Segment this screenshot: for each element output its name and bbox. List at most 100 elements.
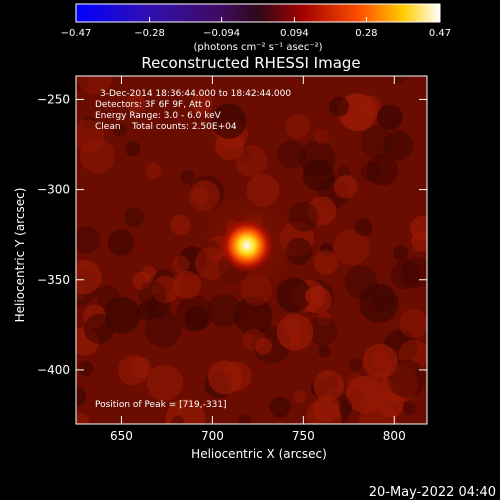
texture-blob bbox=[289, 332, 302, 346]
texture-blob bbox=[125, 140, 141, 157]
texture-blob bbox=[402, 401, 416, 416]
texture-blob bbox=[151, 275, 180, 304]
texture-blob bbox=[386, 359, 426, 399]
texture-blob bbox=[76, 119, 105, 153]
y-tick-label: −350 bbox=[37, 273, 70, 287]
texture-blob bbox=[276, 313, 314, 351]
texture-blob bbox=[208, 360, 243, 395]
texture-blob bbox=[172, 270, 202, 299]
x-tick-label: 700 bbox=[201, 429, 224, 443]
texture-blob bbox=[285, 113, 311, 139]
texture-blob bbox=[180, 169, 195, 184]
texture-blob bbox=[78, 360, 94, 377]
annotation-energy-range: Energy Range: 3.0 - 6.0 keV bbox=[95, 111, 222, 121]
texture-blob bbox=[318, 345, 331, 358]
texture-blob bbox=[284, 318, 302, 336]
texture-blob bbox=[361, 126, 394, 159]
texture-blob bbox=[165, 399, 206, 424]
texture-blob bbox=[138, 281, 167, 310]
texture-blob bbox=[399, 309, 427, 339]
annotation-time-range: 3-Dec-2014 18:36:44.000 to 18:42:44.000 bbox=[100, 89, 291, 99]
texture-blob bbox=[367, 154, 399, 186]
texture-blob bbox=[76, 76, 113, 95]
texture-blob bbox=[377, 104, 403, 131]
texture-blob bbox=[378, 392, 404, 418]
texture-blob bbox=[346, 375, 384, 414]
texture-blob bbox=[234, 296, 273, 335]
texture-blob bbox=[383, 130, 414, 161]
texture-blob bbox=[360, 161, 382, 182]
colorbar bbox=[75, 3, 441, 23]
texture-blob bbox=[191, 187, 210, 205]
x-axis-label: Heliocentric X (arcsec) bbox=[191, 447, 327, 461]
texture-blob bbox=[400, 257, 427, 289]
texture-blob bbox=[172, 255, 190, 274]
texture-blob bbox=[108, 229, 135, 256]
texture-blob bbox=[146, 364, 184, 401]
annotation-peak-position: Position of Peak = [719,-331] bbox=[95, 400, 227, 410]
texture-blob bbox=[76, 225, 101, 254]
texture-blob bbox=[126, 93, 146, 113]
texture-blob bbox=[348, 357, 362, 372]
texture-blob bbox=[307, 196, 337, 226]
texture-blob bbox=[255, 337, 273, 355]
y-axis-label: Heliocentric Y (arcsec) bbox=[13, 188, 27, 323]
texture-blob bbox=[338, 400, 353, 415]
texture-blob bbox=[370, 350, 389, 368]
y-tick-label: −300 bbox=[37, 183, 70, 197]
x-tick-label: 750 bbox=[292, 429, 315, 443]
texture-blob bbox=[80, 138, 115, 174]
texture-blob bbox=[398, 339, 427, 370]
y-tick-label: −250 bbox=[37, 92, 70, 106]
colorbar-tick-label: 0.094 bbox=[280, 28, 309, 39]
texture-blob bbox=[411, 232, 427, 252]
texture-blob bbox=[145, 162, 162, 179]
texture-blob bbox=[211, 103, 247, 139]
texture-blob bbox=[76, 259, 102, 295]
texture-blob bbox=[184, 306, 209, 331]
texture-blob bbox=[124, 207, 145, 228]
axis-ticks bbox=[76, 76, 427, 424]
texture-blob bbox=[333, 229, 370, 266]
texture-blob bbox=[313, 370, 345, 402]
texture-blob bbox=[308, 316, 337, 346]
texture-blob bbox=[354, 218, 373, 237]
texture-blob bbox=[314, 129, 330, 145]
colorbar-tick-label: −0.28 bbox=[134, 28, 165, 39]
texture-blob bbox=[76, 412, 89, 424]
colorbar-units: (photons cm⁻² s⁻¹ asec⁻²) bbox=[193, 42, 322, 53]
texture-blob bbox=[190, 92, 213, 115]
texture-blob bbox=[132, 271, 152, 291]
texture-blob bbox=[269, 396, 291, 418]
texture-blob bbox=[130, 356, 152, 379]
footer-date: 20-May-2022 04:40 bbox=[369, 485, 496, 500]
texture-blob bbox=[276, 277, 312, 313]
texture-blob bbox=[293, 390, 306, 404]
texture-blob bbox=[306, 399, 342, 424]
texture-blob bbox=[360, 95, 382, 116]
texture-blob bbox=[76, 386, 87, 407]
texture-blob bbox=[144, 310, 182, 348]
annotation-detectors: Detectors: 3F 6F 9F, Att 0 bbox=[95, 100, 211, 110]
texture-blob bbox=[207, 293, 242, 328]
texture-blob bbox=[81, 116, 97, 131]
texture-blob bbox=[313, 250, 338, 275]
plot-frame bbox=[75, 75, 428, 425]
colorbar-tick-label: 0.28 bbox=[355, 28, 377, 39]
texture-blob bbox=[359, 283, 399, 323]
texture-blob bbox=[390, 259, 421, 290]
texture-blob bbox=[137, 301, 157, 321]
texture-blob bbox=[277, 140, 306, 169]
colorbar-ticks: −0.47 −0.28 −0.094 0.094 0.28 0.47 bbox=[61, 17, 451, 39]
texture-blob bbox=[76, 76, 90, 90]
texture-blob bbox=[235, 145, 268, 178]
texture-blob bbox=[333, 175, 358, 199]
colorbar-tick-label: −0.47 bbox=[61, 28, 92, 39]
texture-blob bbox=[328, 96, 350, 117]
texture-blob bbox=[113, 123, 127, 137]
texture-blob bbox=[237, 414, 252, 424]
texture-blob bbox=[302, 159, 335, 192]
peak-source bbox=[220, 219, 273, 272]
texture-blob bbox=[391, 76, 408, 85]
